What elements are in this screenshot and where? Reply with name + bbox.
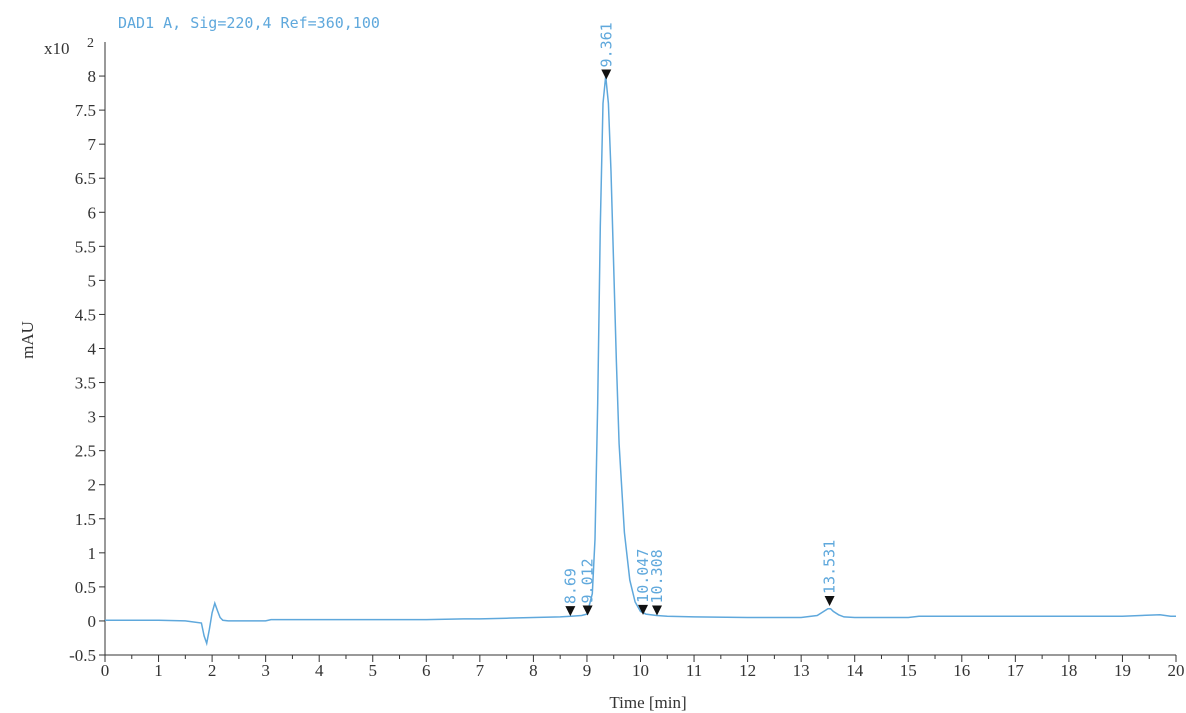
x-tick-label: 7 — [476, 661, 485, 680]
y-tick-label: 7 — [88, 135, 97, 154]
y-tick-label: 5 — [88, 271, 97, 290]
x-tick-label: 16 — [953, 661, 970, 680]
x-axis-label: Time [min] — [609, 693, 686, 712]
y-tick-label: 3.5 — [75, 374, 96, 393]
x-tick-label: 5 — [369, 661, 378, 680]
x-tick-label: 0 — [101, 661, 110, 680]
x-tick-label: 13 — [793, 661, 810, 680]
y-tick-label: 6 — [88, 203, 97, 222]
y-tick-label: 3 — [88, 408, 97, 427]
y-tick-label: 5.5 — [75, 237, 96, 256]
x-tick-label: 4 — [315, 661, 324, 680]
y-tick-label: 4 — [88, 340, 97, 359]
y-tick-label: 0.5 — [75, 578, 96, 597]
y-tick-label: 8 — [88, 67, 97, 86]
peak-label: 8.69 — [561, 568, 579, 604]
y-multiplier: x10 — [44, 39, 70, 58]
peak-marker — [638, 604, 649, 615]
y-axis-label: mAU — [18, 321, 37, 359]
x-tick-label: 2 — [208, 661, 217, 680]
y-tick-label: 0 — [88, 612, 97, 631]
y-multiplier-exponent: 2 — [87, 36, 94, 51]
y-tick-label: 6.5 — [75, 169, 96, 188]
y-tick-label: -0.5 — [69, 646, 96, 665]
peak-label: 10.308 — [648, 549, 666, 603]
x-tick-label: 18 — [1060, 661, 1077, 680]
x-axis-ticks: 0 1 2 3 4 5 6 7 8 9 10 11 12 13 14 15 16 17 18 19 20 — [101, 655, 1185, 680]
y-tick-label: 4.5 — [75, 305, 96, 324]
peak-label: 9.012 — [579, 558, 597, 603]
x-tick-label: 1 — [154, 661, 163, 680]
x-tick-label: 3 — [261, 661, 270, 680]
y-tick-label: 1 — [88, 544, 97, 563]
signal-trace — [105, 76, 1176, 647]
x-tick-label: 15 — [900, 661, 917, 680]
x-tick-label: 12 — [739, 661, 756, 680]
y-tick-label: 2.5 — [75, 442, 96, 461]
x-tick-label: 8 — [529, 661, 538, 680]
x-tick-label: 10 — [632, 661, 649, 680]
x-tick-label: 6 — [422, 661, 431, 680]
peak-label: 9.361 — [597, 22, 615, 67]
peak-marker — [582, 605, 593, 616]
peak-marker — [601, 69, 612, 80]
x-tick-label: 20 — [1168, 661, 1185, 680]
x-tick-label: 19 — [1114, 661, 1131, 680]
x-tick-label: 9 — [583, 661, 592, 680]
peak-label: 10.047 — [634, 549, 652, 603]
y-tick-label: 2 — [88, 476, 97, 495]
peak-marker — [651, 605, 662, 616]
peak-marker — [565, 606, 576, 617]
x-tick-label: 14 — [846, 661, 864, 680]
peak-label: 13.531 — [821, 540, 839, 594]
y-tick-label: 1.5 — [75, 510, 96, 529]
signal-title: DAD1 A, Sig=220,4 Ref=360,100 — [118, 14, 380, 32]
peak-marker — [824, 595, 835, 606]
y-tick-label: 7.5 — [75, 101, 96, 120]
x-tick-label: 11 — [686, 661, 702, 680]
x-tick-label: 17 — [1007, 661, 1025, 680]
y-axis-ticks: -0.5 0 0.5 1 1.5 2 2.5 3 3.5 4 4.5 5 5.5 6 6.5 7 7.5 8 — [69, 67, 105, 665]
